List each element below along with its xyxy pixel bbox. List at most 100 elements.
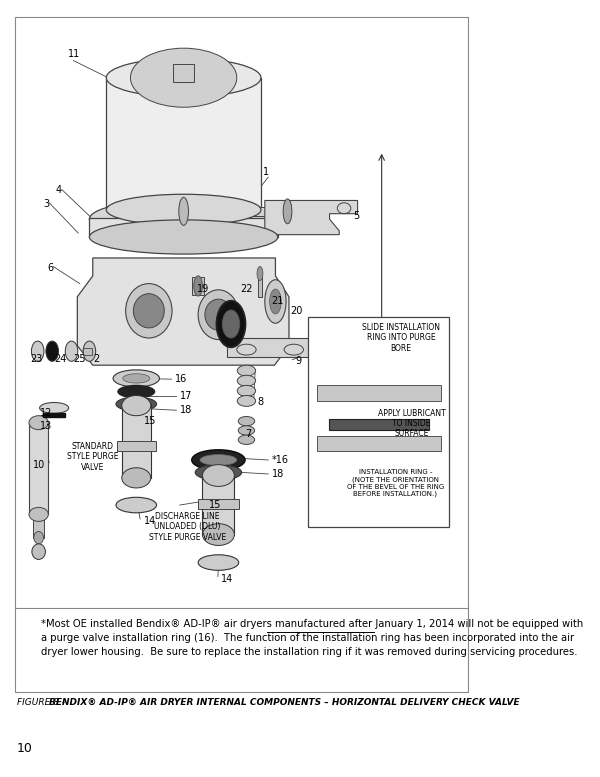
Ellipse shape xyxy=(116,397,157,411)
Ellipse shape xyxy=(195,465,242,480)
Bar xyxy=(122,404,151,478)
Ellipse shape xyxy=(122,468,151,488)
Polygon shape xyxy=(227,338,313,357)
Text: 8: 8 xyxy=(257,398,263,407)
Ellipse shape xyxy=(222,310,239,338)
Ellipse shape xyxy=(198,555,239,570)
Ellipse shape xyxy=(83,341,95,361)
Text: 14: 14 xyxy=(144,516,156,525)
Text: *Most OE installed Bendix® AD-IP® air dryers manufactured after January 1, 2014 : *Most OE installed Bendix® AD-IP® air dr… xyxy=(41,619,583,629)
Text: 15: 15 xyxy=(144,416,157,426)
Ellipse shape xyxy=(237,365,256,376)
Text: 9: 9 xyxy=(296,357,302,366)
Bar xyxy=(83,348,92,355)
Ellipse shape xyxy=(202,465,235,486)
Text: APPLY LUBRICANT
TO INSIDE
SURFACE: APPLY LUBRICANT TO INSIDE SURFACE xyxy=(378,409,446,438)
Ellipse shape xyxy=(89,199,278,239)
Ellipse shape xyxy=(237,385,256,396)
Text: 17: 17 xyxy=(180,392,192,401)
Polygon shape xyxy=(265,200,358,235)
Text: 13: 13 xyxy=(40,421,52,430)
Ellipse shape xyxy=(238,435,254,444)
Text: FIGURE 8 -: FIGURE 8 - xyxy=(17,698,68,707)
Ellipse shape xyxy=(179,197,188,225)
Ellipse shape xyxy=(283,199,292,224)
Ellipse shape xyxy=(40,402,68,413)
Text: 23: 23 xyxy=(30,354,43,364)
Ellipse shape xyxy=(205,299,232,330)
Ellipse shape xyxy=(130,48,237,107)
Text: STANDARD
STYLE PURGE
VALVE: STANDARD STYLE PURGE VALVE xyxy=(67,442,119,472)
Text: 3: 3 xyxy=(43,199,50,208)
Text: 10: 10 xyxy=(33,460,45,469)
Bar xyxy=(106,78,261,210)
Ellipse shape xyxy=(269,289,281,314)
Bar xyxy=(317,436,441,451)
Bar xyxy=(173,64,194,82)
Bar xyxy=(198,499,239,509)
Bar xyxy=(33,513,44,538)
Text: 1: 1 xyxy=(263,168,269,177)
Ellipse shape xyxy=(106,58,261,97)
Bar xyxy=(329,420,428,430)
Ellipse shape xyxy=(106,194,261,225)
Text: 5: 5 xyxy=(353,211,359,221)
Bar xyxy=(43,413,65,417)
Bar xyxy=(202,474,235,535)
Ellipse shape xyxy=(198,290,239,340)
Ellipse shape xyxy=(29,507,49,521)
Text: 4: 4 xyxy=(56,186,62,195)
Ellipse shape xyxy=(202,524,235,545)
Text: 19: 19 xyxy=(197,284,209,294)
Ellipse shape xyxy=(238,426,254,435)
Bar xyxy=(16,17,468,692)
Bar xyxy=(317,385,441,401)
Ellipse shape xyxy=(116,497,157,513)
Text: INSTALLATION RING -
(NOTE THE ORIENTATION
OF THE BEVEL OF THE RING
BEFORE INSTAL: INSTALLATION RING - (NOTE THE ORIENTATIO… xyxy=(347,469,444,497)
Ellipse shape xyxy=(194,276,202,296)
Text: 20: 20 xyxy=(290,306,302,315)
Ellipse shape xyxy=(113,370,160,387)
Polygon shape xyxy=(77,258,289,365)
Ellipse shape xyxy=(123,374,150,383)
Text: SLIDE INSTALLATION
RING INTO PURGE
BORE: SLIDE INSTALLATION RING INTO PURGE BORE xyxy=(362,323,440,353)
Text: a purge valve installation ring (16).  The function of the installation ring has: a purge valve installation ring (16). Th… xyxy=(41,633,574,643)
Ellipse shape xyxy=(118,385,155,398)
Text: 24: 24 xyxy=(54,354,67,364)
Ellipse shape xyxy=(31,341,44,361)
Text: 15: 15 xyxy=(209,500,221,510)
Text: BENDIX® AD-IP® AIR DRYER INTERNAL COMPONENTS – HORIZONTAL DELIVERY CHECK VALVE: BENDIX® AD-IP® AIR DRYER INTERNAL COMPON… xyxy=(49,698,520,707)
Ellipse shape xyxy=(89,220,278,254)
Bar xyxy=(193,277,204,295)
Bar xyxy=(117,441,155,451)
Ellipse shape xyxy=(122,395,151,416)
Ellipse shape xyxy=(192,450,245,470)
Bar xyxy=(258,274,262,297)
Bar xyxy=(89,218,278,237)
Bar xyxy=(181,207,292,216)
Text: 12: 12 xyxy=(40,409,52,418)
Bar xyxy=(308,317,449,527)
Ellipse shape xyxy=(34,531,43,544)
Text: 14: 14 xyxy=(221,574,233,584)
Text: 25: 25 xyxy=(73,354,86,364)
Text: dryer lower housing.  Be sure to replace the installation ring if it was removed: dryer lower housing. Be sure to replace … xyxy=(41,647,578,657)
Ellipse shape xyxy=(133,294,164,328)
Bar xyxy=(29,423,49,514)
Ellipse shape xyxy=(237,395,256,406)
Ellipse shape xyxy=(238,416,254,426)
Text: 21: 21 xyxy=(272,297,284,306)
Ellipse shape xyxy=(217,301,245,347)
Ellipse shape xyxy=(65,341,78,361)
Ellipse shape xyxy=(125,284,172,338)
Ellipse shape xyxy=(200,455,237,465)
Ellipse shape xyxy=(46,341,58,361)
Text: 11: 11 xyxy=(68,50,80,59)
Text: 6: 6 xyxy=(47,263,53,273)
Text: 18: 18 xyxy=(272,469,284,479)
Ellipse shape xyxy=(29,416,49,430)
Text: 2: 2 xyxy=(93,354,99,364)
Ellipse shape xyxy=(265,280,286,323)
Text: 10: 10 xyxy=(17,742,33,755)
Ellipse shape xyxy=(257,267,263,280)
